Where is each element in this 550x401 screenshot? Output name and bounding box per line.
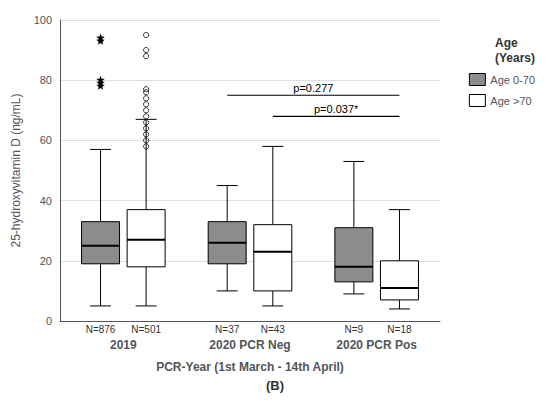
svg-text:0: 0 bbox=[46, 315, 52, 327]
svg-text:25-hydroxyvitamin D (ng/mL): 25-hydroxyvitamin D (ng/mL) bbox=[9, 93, 23, 247]
svg-text:Age 0-70: Age 0-70 bbox=[490, 74, 535, 86]
svg-text:(Years): (Years) bbox=[495, 51, 535, 65]
svg-text:20: 20 bbox=[40, 255, 52, 267]
svg-text:2019: 2019 bbox=[110, 338, 137, 352]
svg-text:Age: Age bbox=[495, 36, 518, 50]
svg-text:2020 PCR Neg: 2020 PCR Neg bbox=[209, 338, 290, 352]
svg-text:(B): (B) bbox=[266, 378, 284, 393]
svg-text:N=876: N=876 bbox=[86, 324, 116, 335]
svg-text:Age >70: Age >70 bbox=[490, 95, 531, 107]
svg-text:N=37: N=37 bbox=[215, 324, 240, 335]
svg-text:PCR-Year (1st March - 14th Apr: PCR-Year (1st March - 14th April) bbox=[156, 360, 344, 374]
svg-text:p=0.037*: p=0.037* bbox=[314, 103, 359, 115]
svg-text:80: 80 bbox=[40, 74, 52, 86]
svg-text:N=43: N=43 bbox=[261, 324, 286, 335]
svg-text:2020 PCR Pos: 2020 PCR Pos bbox=[336, 338, 417, 352]
svg-text:p=0.277: p=0.277 bbox=[293, 82, 333, 94]
svg-text:60: 60 bbox=[40, 134, 52, 146]
svg-text:100: 100 bbox=[34, 14, 52, 26]
svg-text:N=18: N=18 bbox=[387, 324, 412, 335]
svg-text:N=9: N=9 bbox=[345, 324, 364, 335]
svg-text:N=501: N=501 bbox=[131, 324, 161, 335]
svg-text:40: 40 bbox=[40, 195, 52, 207]
